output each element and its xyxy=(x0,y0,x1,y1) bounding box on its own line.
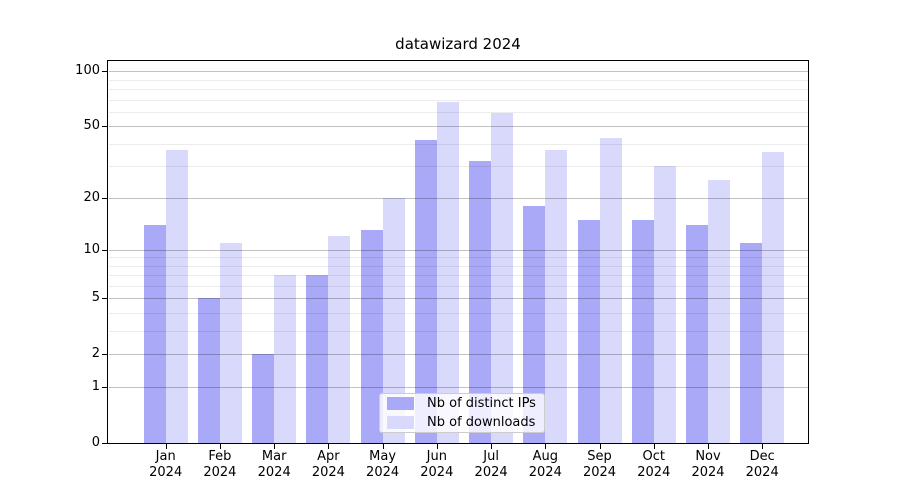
bar-distinct-ips-jun xyxy=(414,139,437,443)
legend-label-downloads: Nb of downloads xyxy=(427,415,536,430)
bar-downloads-sep xyxy=(599,138,622,443)
legend-item-distinct-ips: Nb of distinct IPs xyxy=(386,394,538,413)
x-tick-label-mar: Mar 2024 xyxy=(257,449,291,480)
bar-downloads-may xyxy=(382,197,405,443)
bar-downloads-oct xyxy=(653,166,676,443)
bar-downloads-apr xyxy=(328,236,351,443)
x-tick-mark-sep xyxy=(599,444,601,449)
x-tick-label-oct: Oct 2024 xyxy=(637,449,671,480)
x-tick-label-may: May 2024 xyxy=(366,449,400,480)
bar-downloads-dec xyxy=(762,152,785,443)
x-tick-label-sep: Sep 2024 xyxy=(582,449,617,480)
bar-distinct-ips-jan xyxy=(143,224,166,443)
y-tick-label-50: 50 xyxy=(83,118,100,134)
x-tick-label-apr: Apr 2024 xyxy=(311,449,345,480)
legend: Nb of distinct IPs Nb of downloads xyxy=(379,393,545,433)
y-tick-label-10: 10 xyxy=(83,241,100,257)
bar-downloads-feb xyxy=(219,242,242,443)
y-tick-label-1: 1 xyxy=(91,378,100,394)
x-tick-label-jul: Jul 2024 xyxy=(474,449,508,480)
bar-distinct-ips-aug xyxy=(523,205,546,443)
y-tick-mark-5 xyxy=(101,298,107,300)
bar-distinct-ips-nov xyxy=(686,224,708,443)
y-tick-mark-0 xyxy=(101,442,107,444)
x-tick-mark-dec xyxy=(762,444,764,449)
x-tick-label-jan: Jan 2024 xyxy=(149,449,183,480)
legend-item-downloads: Nb of downloads xyxy=(386,413,538,432)
bar-distinct-ips-apr xyxy=(306,275,329,443)
bar-downloads-mar xyxy=(274,275,297,443)
x-tick-label-feb: Feb 2024 xyxy=(203,449,237,480)
x-tick-mark-feb xyxy=(219,444,221,449)
bar-distinct-ips-dec xyxy=(740,242,763,443)
bar-distinct-ips-sep xyxy=(577,219,600,443)
x-tick-mark-may xyxy=(382,444,384,449)
bar-downloads-jan xyxy=(165,149,188,443)
x-tick-mark-mar xyxy=(274,444,276,449)
legend-label-distinct-ips: Nb of distinct IPs xyxy=(427,396,536,411)
bar-distinct-ips-may xyxy=(360,230,383,443)
y-tick-label-20: 20 xyxy=(83,189,100,205)
x-tick-mark-aug xyxy=(545,444,547,449)
bar-distinct-ips-mar xyxy=(252,354,275,443)
y-tick-label-0: 0 xyxy=(91,434,100,450)
y-tick-label-5: 5 xyxy=(91,290,100,306)
bar-downloads-jun xyxy=(436,101,459,443)
x-tick-mark-oct xyxy=(653,444,655,449)
x-tick-mark-nov xyxy=(708,444,709,449)
x-tick-label-nov: Nov 2024 xyxy=(691,449,725,480)
y-tick-label-2: 2 xyxy=(91,346,100,362)
x-tick-mark-jan xyxy=(165,444,167,449)
x-tick-label-dec: Dec 2024 xyxy=(745,449,779,480)
y-tick-mark-50 xyxy=(101,126,107,128)
bar-distinct-ips-feb xyxy=(197,298,220,443)
y-tick-mark-2 xyxy=(101,354,107,356)
bar-distinct-ips-jul xyxy=(469,161,492,443)
y-tick-label-100: 100 xyxy=(75,63,100,79)
x-tick-mark-jul xyxy=(491,444,493,449)
y-tick-mark-1 xyxy=(101,386,107,388)
legend-swatch-downloads xyxy=(387,416,414,429)
x-tick-label-aug: Aug 2024 xyxy=(528,449,562,480)
y-tick-mark-10 xyxy=(101,249,107,251)
x-tick-mark-jun xyxy=(436,444,438,449)
y-tick-mark-20 xyxy=(101,197,107,199)
y-tick-mark-100 xyxy=(101,71,107,73)
x-tick-label-jun: Jun 2024 xyxy=(420,449,454,480)
legend-swatch-distinct-ips xyxy=(387,397,414,410)
bar-downloads-aug xyxy=(545,149,568,443)
x-tick-mark-apr xyxy=(328,444,330,449)
bar-distinct-ips-oct xyxy=(631,219,654,443)
bars-layer xyxy=(109,62,808,443)
bar-downloads-jul xyxy=(491,113,514,443)
bar-downloads-nov xyxy=(708,180,730,443)
chart-title: datawizard 2024 xyxy=(395,35,521,53)
